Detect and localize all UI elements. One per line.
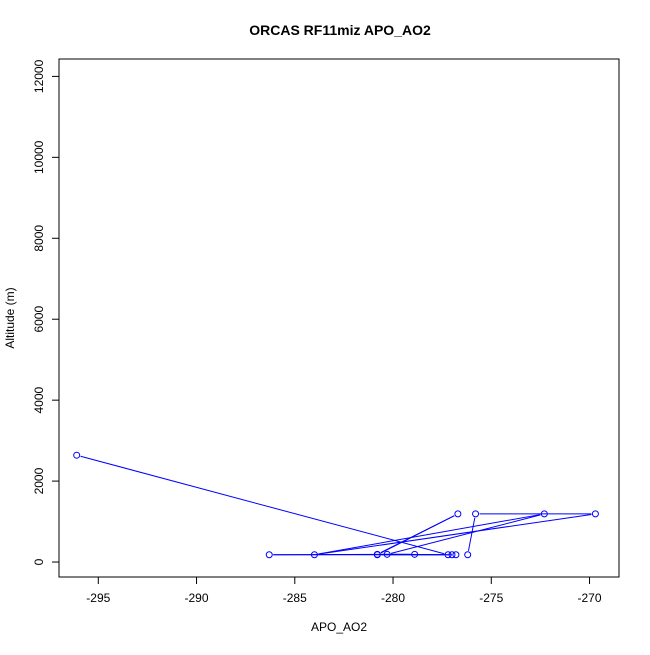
x-axis-label: APO_AO2: [311, 620, 367, 634]
y-tick-label: 2000: [32, 467, 46, 494]
x-tick-label: -280: [381, 591, 405, 605]
x-tick-label: -270: [578, 591, 602, 605]
x-tick-label: -295: [86, 591, 110, 605]
chart-title: ORCAS RF11miz APO_AO2: [249, 22, 431, 38]
y-tick-label: 6000: [32, 306, 46, 333]
y-tick-label: 4000: [32, 386, 46, 413]
y-axis-label: Altitude (m): [3, 287, 17, 348]
x-tick-label: -290: [185, 591, 209, 605]
y-tick-label: 8000: [32, 225, 46, 252]
x-tick-label: -275: [479, 591, 503, 605]
y-tick-label: 12000: [32, 59, 46, 93]
y-tick-label: 0: [32, 558, 46, 565]
x-tick-label: -285: [283, 591, 307, 605]
y-tick-label: 10000: [32, 140, 46, 174]
